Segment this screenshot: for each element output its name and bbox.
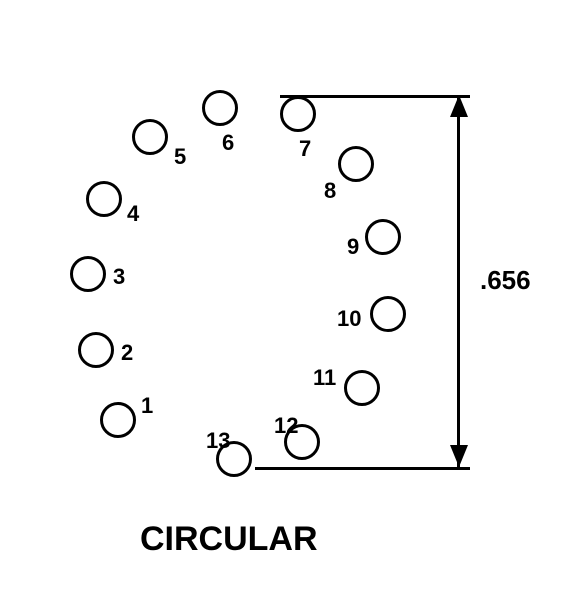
pin-label-10: 10 <box>337 306 361 332</box>
dim-value: .656 <box>480 265 531 296</box>
pin-label-5: 5 <box>174 144 186 170</box>
pin-circle-6 <box>202 90 238 126</box>
pin-label-2: 2 <box>121 340 133 366</box>
pin-label-11: 11 <box>313 365 336 391</box>
pin-label-12: 12 <box>274 413 298 439</box>
dim-arrow-down <box>450 445 468 467</box>
pin-circle-10 <box>370 296 406 332</box>
pin-circle-2 <box>78 332 114 368</box>
pin-circle-4 <box>86 181 122 217</box>
pin-label-4: 4 <box>127 201 139 227</box>
pin-label-8: 8 <box>324 178 336 204</box>
pin-label-7: 7 <box>299 136 311 162</box>
pin-label-6: 6 <box>222 130 234 156</box>
dim-top-line <box>280 95 470 98</box>
pin-label-13: 13 <box>206 428 230 454</box>
pin-label-9: 9 <box>347 234 359 260</box>
pin-circle-1 <box>100 402 136 438</box>
pin-label-3: 3 <box>113 264 125 290</box>
pin-circle-11 <box>344 370 380 406</box>
diagram-canvas: 12345678910111213 .656 CIRCULAR <box>0 0 568 596</box>
pin-circle-8 <box>338 146 374 182</box>
pin-label-1: 1 <box>141 393 153 419</box>
dim-arrow-up <box>450 95 468 117</box>
pin-circle-3 <box>70 256 106 292</box>
diagram-title: CIRCULAR <box>140 520 318 559</box>
pin-circle-5 <box>132 119 168 155</box>
pin-circle-7 <box>280 96 316 132</box>
dim-vertical-line <box>457 95 460 467</box>
pin-circle-9 <box>365 219 401 255</box>
dim-bottom-line <box>255 467 470 470</box>
